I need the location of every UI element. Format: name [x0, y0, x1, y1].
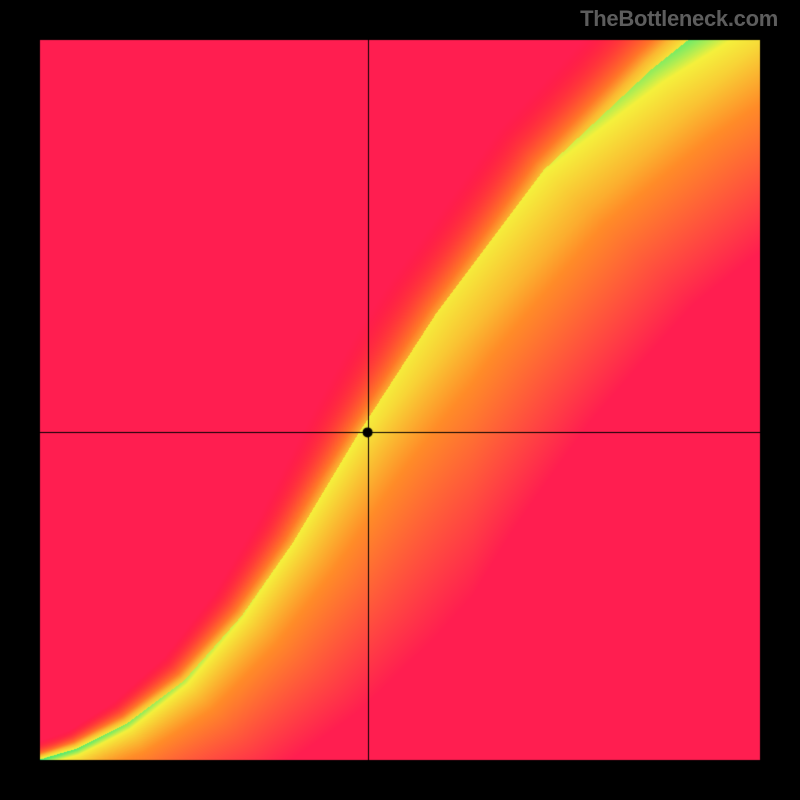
- bottleneck-heatmap: [0, 0, 800, 800]
- watermark-text: TheBottleneck.com: [580, 6, 778, 32]
